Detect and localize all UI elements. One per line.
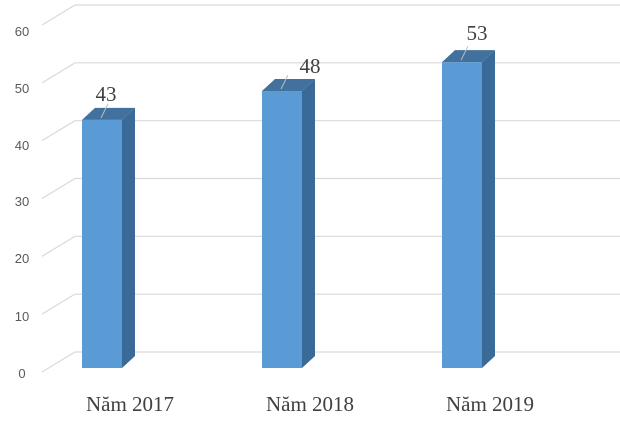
- y-axis-ticks: 0 10 20 30 40 50 60: [15, 24, 29, 381]
- x-label: Năm 2017: [86, 392, 174, 416]
- gridline: [41, 293, 76, 315]
- y-tick: 40: [15, 138, 29, 153]
- y-tick: 10: [15, 309, 29, 324]
- gridline: [41, 120, 76, 142]
- bar: [82, 103, 135, 369]
- y-tick: 20: [15, 251, 29, 266]
- x-axis-labels: Năm 2017 Năm 2018 Năm 2019: [86, 392, 534, 416]
- gridline: [41, 177, 76, 200]
- bars: [82, 45, 495, 369]
- bar: [442, 45, 495, 368]
- data-label: 43: [96, 82, 117, 106]
- gridline: [41, 235, 76, 257]
- gridline: [41, 4, 76, 26]
- x-label: Năm 2019: [446, 392, 534, 416]
- y-tick: 30: [15, 194, 29, 209]
- data-label: 53: [467, 21, 488, 45]
- x-label: Năm 2018: [266, 392, 354, 416]
- y-tick: 0: [18, 366, 25, 381]
- data-labels: 43 48 53: [96, 21, 488, 106]
- y-tick: 60: [15, 24, 29, 39]
- y-tick: 50: [15, 81, 29, 96]
- data-label: 48: [300, 54, 321, 78]
- gridline: [41, 62, 76, 84]
- gridlines: [41, 4, 620, 373]
- bar: [262, 74, 315, 368]
- gridline: [41, 351, 76, 373]
